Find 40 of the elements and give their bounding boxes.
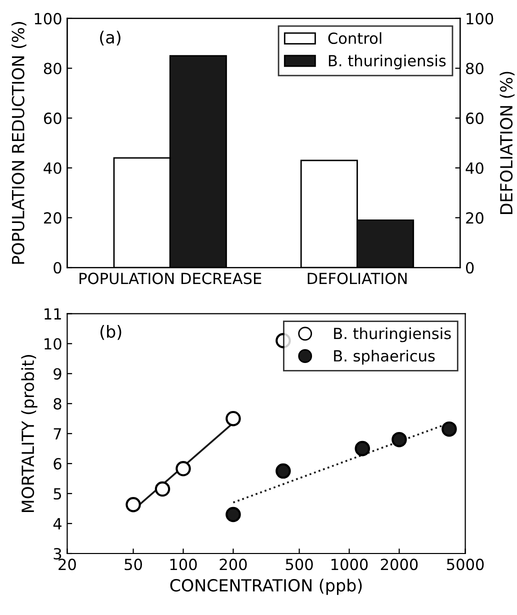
x-tick-label: 100 [170, 558, 197, 570]
y-tick-label: 9 [54, 368, 62, 380]
y-tick-label: 4 [53, 518, 62, 530]
y-tick-label: 40 [44, 162, 62, 174]
y-tick-label: 5 [54, 488, 62, 500]
legend-label: B. sphaericus [334, 350, 435, 365]
y-axis-title: POPULATION REDUCTION (%) [12, 22, 26, 264]
y2-tick-label: 0 [466, 262, 474, 274]
y-tick-label: 80 [44, 62, 62, 74]
y-tick-label: 10 [44, 338, 62, 350]
y2-axis-title: DEFOLIATION (%) [500, 72, 515, 214]
x-tick-label: 1000 [332, 558, 368, 570]
y-tick-label: 3 [54, 548, 62, 560]
x-tick-label: DEFOLIATION [308, 272, 407, 284]
y2-tick-label: 20 [466, 212, 484, 224]
x-axis-title: CONCENTRATION (ppb) [170, 578, 362, 595]
y-tick-label: 100 [34, 12, 62, 24]
legend-label: B. thuringiensis [334, 327, 451, 342]
legend-label: B. thuringiensis [328, 54, 446, 70]
y-tick-label: 0 [54, 262, 62, 274]
y2-tick-label: 60 [466, 112, 484, 124]
x-tick-label: 5000 [447, 558, 484, 570]
y2-tick-label: 100 [466, 12, 494, 24]
y-tick-label: 11 [44, 308, 61, 320]
x-tick-label: POPULATION DECREASE [80, 272, 262, 284]
y-axis-title: MORTALITY (probit) [21, 354, 38, 512]
y-tick-label: 8 [54, 398, 62, 410]
y-tick-label: 20 [44, 212, 62, 224]
x-tick-label: 50 [124, 558, 142, 570]
y2-tick-label: 40 [466, 162, 484, 174]
y-tick-label: 7 [54, 428, 62, 440]
legend-label: Control [328, 32, 382, 44]
annotation: (a) [100, 30, 120, 46]
y-tick-label: 60 [44, 112, 62, 124]
x-tick-label: 200 [220, 558, 247, 570]
y2-tick-label: 80 [466, 62, 484, 74]
x-tick-label: 500 [286, 558, 313, 570]
y-tick-label: 6 [54, 458, 62, 470]
x-tick-label: 2000 [380, 558, 418, 570]
annotation: (b) [100, 324, 122, 340]
